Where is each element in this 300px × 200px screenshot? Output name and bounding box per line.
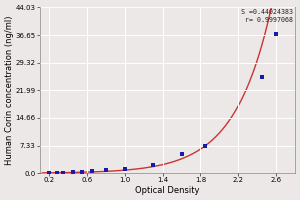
Text: S =0.44024383
r= 0.9997068: S =0.44024383 r= 0.9997068 — [241, 9, 292, 23]
X-axis label: Optical Density: Optical Density — [135, 186, 200, 195]
Point — [46, 171, 51, 175]
Point — [274, 32, 279, 35]
Point — [122, 167, 127, 171]
Point — [203, 144, 208, 148]
Point — [70, 171, 75, 174]
Y-axis label: Human Corin concentration (ng/ml): Human Corin concentration (ng/ml) — [5, 16, 14, 165]
Point — [61, 171, 66, 174]
Point — [54, 171, 59, 174]
Point — [80, 170, 85, 173]
Point — [260, 76, 264, 79]
Point — [151, 163, 155, 166]
Point — [179, 153, 184, 156]
Point — [103, 169, 108, 172]
Point — [89, 170, 94, 173]
